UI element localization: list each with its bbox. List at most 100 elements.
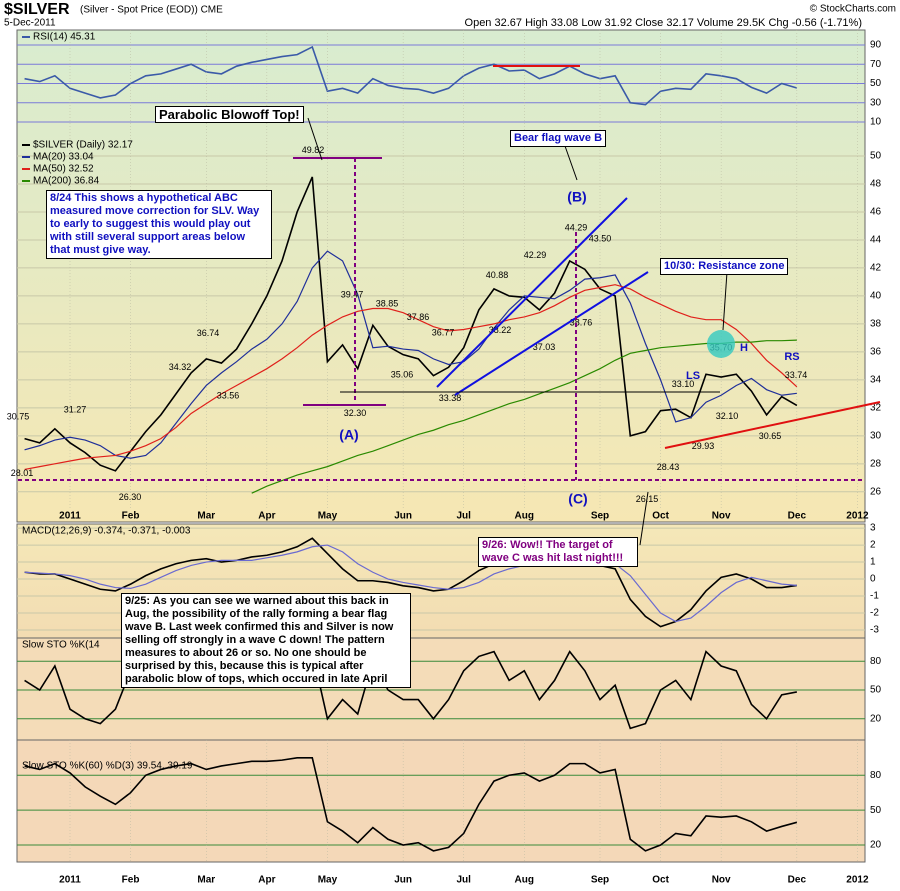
subtitle: (Silver - Spot Price (EOD)) CME [80, 5, 223, 16]
y-tick-label: 50 [870, 151, 882, 162]
price-label: 33.10 [672, 379, 695, 389]
series-line [24, 537, 797, 628]
x-tick-label: Dec [788, 511, 807, 522]
x-tick-label: Feb [122, 875, 140, 886]
panel-title: Slow STO %K(14 [22, 640, 100, 651]
series-line [24, 45, 798, 106]
price-panel [16, 29, 866, 523]
x-tick-label: Apr [258, 875, 275, 886]
y-tick-label: 44 [870, 235, 882, 246]
legend-label: MA(20) 33.04 [33, 152, 94, 163]
legend-label: RSI(14) 45.31 [33, 32, 96, 43]
wave-label: (A) [339, 427, 358, 443]
price-label: 33.74 [785, 370, 808, 380]
x-tick-label: Oct [652, 875, 669, 886]
x-tick-label: Oct [652, 511, 669, 522]
sto60-panel [16, 739, 866, 863]
price-label: 33.56 [217, 390, 240, 400]
x-tick-label: May [318, 511, 338, 522]
price-label: 36.74 [197, 328, 220, 338]
annotation: 9/26: Wow!! The target of wave C was hit… [478, 537, 638, 567]
channel-line [436, 197, 628, 388]
y-tick-label: -1 [870, 591, 879, 602]
title: $SILVER [4, 1, 70, 18]
series-line [24, 250, 797, 459]
pattern-label: RS [784, 351, 799, 363]
price-label: 28.01 [11, 468, 34, 478]
price-label: 33.38 [439, 393, 462, 403]
series-line [24, 176, 798, 472]
price-label: 38.22 [489, 325, 512, 335]
date: 5-Dec-2011 [4, 18, 56, 29]
price-label: 38.76 [570, 318, 593, 328]
price-label: 31.27 [64, 404, 87, 414]
callout [722, 271, 728, 331]
credit: © StockCharts.com [810, 4, 896, 15]
x-tick-label: 2012 [846, 875, 869, 886]
x-tick-label: Aug [515, 875, 534, 886]
panel-title: Slow STO %K(60) %D(3) 39.54, 39.19 [22, 761, 193, 772]
x-tick-label: Sep [591, 875, 609, 886]
price-label: 36.77 [432, 327, 455, 337]
price-label: 30.75 [7, 412, 30, 422]
price-label: 26.30 [119, 492, 142, 502]
x-tick-label: Feb [122, 511, 140, 522]
y-tick-label: 36 [870, 347, 882, 358]
y-tick-label: 2 [870, 540, 876, 551]
wave-label: (B) [567, 189, 586, 205]
x-tick-label: 2011 [59, 875, 81, 886]
price-label: 34.32 [169, 362, 192, 372]
annotation: 9/25: As you can see we warned about thi… [121, 593, 411, 688]
x-tick-label: Nov [712, 875, 731, 886]
y-tick-label: 46 [870, 207, 882, 218]
wave-label: (C) [568, 491, 587, 507]
y-tick-label: 20 [870, 713, 882, 724]
price-label: 29.93 [692, 441, 715, 451]
price-label: 32.10 [716, 411, 739, 421]
price-label: 35.06 [391, 369, 414, 379]
y-tick-label: 20 [870, 840, 882, 851]
x-tick-label: Sep [591, 511, 609, 522]
x-tick-label: 2012 [846, 511, 869, 522]
y-tick-label: 80 [870, 656, 882, 667]
overlay [18, 65, 881, 546]
y-tick-label: 70 [870, 59, 882, 70]
price-label: 40.88 [486, 270, 509, 280]
pattern-label: LS [686, 370, 700, 382]
annotation: 10/30: Resistance zone [660, 258, 789, 275]
price-label: 49.82 [302, 145, 325, 155]
price-label: 30.65 [759, 431, 782, 441]
y-tick-label: -2 [870, 608, 879, 619]
y-tick-label: 50 [870, 805, 882, 816]
callout [307, 117, 323, 161]
x-tick-label: Jun [394, 511, 412, 522]
y-tick-label: 34 [870, 375, 882, 386]
x-tick-label: May [318, 875, 338, 886]
x-tick-label: Jun [394, 875, 412, 886]
x-tick-label: Nov [712, 511, 731, 522]
y-tick-label: -3 [870, 625, 879, 636]
price-label: 42.29 [524, 250, 547, 260]
pattern-label: H [740, 342, 748, 354]
legend-label: MA(200) 36.84 [33, 176, 100, 187]
y-tick-label: 1 [870, 557, 876, 568]
y-tick-label: 38 [870, 319, 882, 330]
y-tick-label: 50 [870, 685, 882, 696]
callout [564, 145, 578, 181]
x-tick-label: Dec [788, 875, 807, 886]
y-tick-label: 0 [870, 574, 876, 585]
x-tick-label: Apr [258, 511, 275, 522]
x-tick-label: Jul [456, 511, 471, 522]
price-label: 38.85 [376, 298, 399, 308]
series-line [24, 757, 798, 852]
x-tick-label: Mar [197, 875, 215, 886]
legend-label: $SILVER (Daily) 32.17 [33, 140, 133, 151]
y-tick-label: 42 [870, 263, 882, 274]
price-label: 43.50 [589, 233, 612, 243]
channel-line [454, 271, 649, 396]
x-tick-label: Aug [515, 511, 534, 522]
x-tick-label: Jul [456, 875, 471, 886]
price-label: 37.86 [407, 312, 430, 322]
